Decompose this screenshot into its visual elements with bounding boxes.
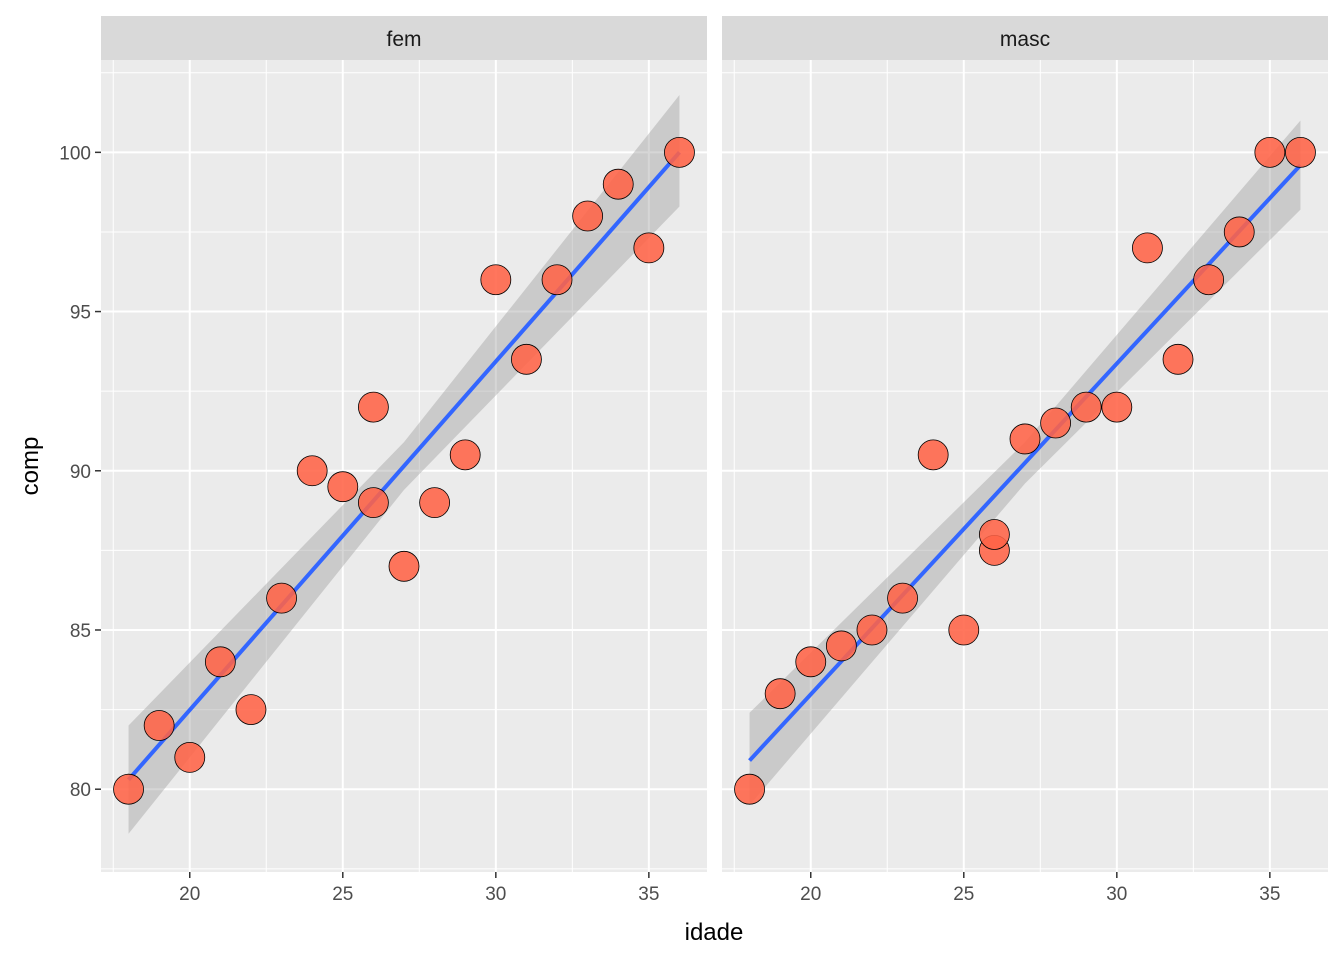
data-point: [948, 614, 980, 646]
x-axis-title: idade: [685, 919, 744, 946]
data-point: [633, 232, 665, 264]
data-point: [449, 439, 481, 471]
data-point: [1254, 136, 1286, 168]
y-axis-title: comp: [17, 437, 44, 496]
data-point: [795, 646, 827, 678]
x-tick-label: 35: [638, 884, 659, 905]
data-point: [1162, 343, 1194, 375]
data-point: [1040, 407, 1072, 439]
x-tick-label: 25: [953, 884, 974, 905]
strip-masc: [722, 16, 1328, 60]
data-point: [764, 678, 796, 710]
data-point: [357, 391, 389, 423]
data-point: [174, 741, 206, 773]
x-axis-fem: 20 25 30 35: [179, 872, 659, 905]
data-point: [734, 773, 765, 805]
data-point: [204, 646, 236, 678]
data-point: [664, 136, 695, 168]
data-point: [1223, 216, 1255, 248]
points-fem: [113, 136, 695, 805]
data-point: [113, 773, 144, 805]
data-point: [357, 487, 389, 519]
data-point: [266, 582, 297, 614]
data-point: [1009, 423, 1041, 455]
data-point: [1070, 391, 1102, 423]
data-point: [1132, 232, 1163, 264]
x-tick-label: 30: [1106, 884, 1127, 905]
y-tick-label: 95: [70, 303, 91, 324]
data-point: [825, 630, 857, 662]
points-masc: [734, 136, 1316, 805]
panel-background-masc: [722, 60, 1328, 872]
data-point: [978, 519, 1010, 550]
x-tick-label: 35: [1259, 884, 1280, 905]
data-point: [856, 614, 888, 646]
gridlines-fem: [101, 60, 707, 872]
x-tick-label: 30: [485, 884, 506, 905]
data-point: [1101, 391, 1133, 423]
x-axis-masc: 20 25 30 35: [800, 872, 1280, 905]
y-tick-label: 90: [70, 462, 91, 483]
y-tick-label: 100: [59, 143, 91, 164]
data-point: [1285, 136, 1316, 168]
data-point: [917, 439, 949, 471]
y-axis: 80 85 90 95 100: [59, 143, 101, 801]
y-tick-label: 80: [70, 780, 91, 801]
data-point: [327, 471, 359, 503]
data-point: [143, 710, 175, 741]
strip-fem: [101, 16, 707, 60]
strip-label-masc: masc: [1000, 28, 1050, 51]
panel-masc: masc 20 25 30 35: [722, 16, 1328, 905]
data-point: [480, 264, 512, 296]
data-point: [572, 200, 604, 232]
data-point: [887, 582, 918, 614]
data-point: [296, 455, 328, 487]
data-point: [419, 487, 451, 519]
data-point: [388, 550, 420, 582]
strip-label-fem: fem: [386, 28, 421, 51]
data-point: [602, 168, 634, 200]
x-tick-label: 20: [179, 884, 200, 905]
gridlines-masc: [722, 60, 1328, 872]
panel-fem: fem 20 25 30 35: [101, 16, 707, 905]
data-point: [1193, 264, 1225, 296]
data-point: [541, 264, 573, 296]
y-tick-label: 85: [70, 621, 91, 642]
data-point: [235, 694, 267, 725]
x-tick-label: 25: [332, 884, 353, 905]
data-point: [511, 343, 542, 375]
x-tick-label: 20: [800, 884, 821, 905]
